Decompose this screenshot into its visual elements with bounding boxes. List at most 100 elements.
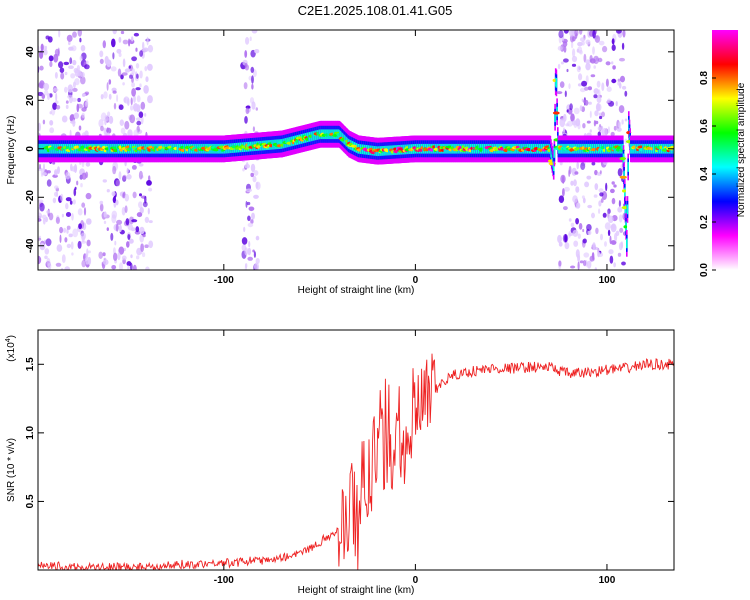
- noise-blob: [129, 114, 136, 124]
- noise-blob: [583, 252, 590, 258]
- noise-blob: [98, 251, 103, 259]
- noise-blob: [116, 48, 122, 54]
- y-tick-label: 0: [25, 146, 36, 152]
- noise-blob: [594, 183, 599, 191]
- noise-blob: [84, 64, 90, 70]
- noise-blob: [78, 223, 82, 230]
- noise-blob: [589, 110, 592, 118]
- noise-blob: [589, 129, 592, 133]
- noise-blob: [560, 61, 565, 65]
- noise-blob: [123, 96, 130, 104]
- noise-blob: [609, 255, 614, 264]
- noise-blob: [148, 187, 153, 192]
- noise-blob: [106, 227, 110, 232]
- noise-blob: [613, 125, 617, 131]
- noise-blob: [243, 82, 248, 90]
- noise-blob: [82, 93, 86, 97]
- noise-blob: [102, 252, 106, 257]
- noise-blob: [81, 202, 86, 208]
- ridge-peak: [619, 157, 626, 161]
- noise-blob: [79, 37, 82, 43]
- noise-blob: [65, 202, 69, 210]
- noise-blob: [126, 174, 132, 180]
- noise-blob: [612, 65, 616, 70]
- noise-blob: [605, 182, 608, 192]
- noise-blob: [604, 222, 611, 230]
- noise-blob: [112, 52, 115, 60]
- noise-blob: [568, 232, 574, 236]
- noise-blob: [80, 44, 86, 52]
- colorbar-tick-label: 0.2: [699, 215, 710, 229]
- colorbar-tick-label: 0.4: [699, 167, 710, 181]
- noise-blob: [66, 228, 69, 234]
- noise-blob: [103, 259, 109, 266]
- noise-blob: [55, 262, 62, 267]
- noise-blob: [43, 49, 48, 56]
- noise-blob: [615, 101, 618, 107]
- noise-blob: [586, 224, 592, 231]
- noise-blob: [49, 120, 54, 126]
- noise-blob: [119, 262, 123, 270]
- noise-blob: [593, 194, 598, 198]
- noise-blob: [134, 230, 141, 235]
- snr-x-axis-title: Height of straight line (km): [298, 585, 415, 596]
- noise-blob: [556, 91, 563, 95]
- noise-blob: [45, 216, 48, 223]
- noise-blob: [562, 41, 568, 47]
- noise-blob: [135, 63, 140, 69]
- noise-blob: [563, 58, 569, 63]
- noise-blob: [577, 123, 581, 130]
- noise-blob: [80, 71, 85, 78]
- noise-blob: [122, 39, 129, 45]
- noise-blob: [71, 252, 74, 256]
- noise-blob: [65, 212, 72, 217]
- noise-blob: [579, 37, 586, 42]
- noise-blob: [86, 239, 91, 247]
- noise-blob: [241, 237, 248, 245]
- noise-blob: [39, 243, 46, 251]
- noise-blob: [249, 97, 255, 104]
- noise-blob: [602, 212, 607, 218]
- noise-blob: [122, 58, 126, 68]
- noise-blob: [142, 201, 148, 208]
- noise-blob: [44, 45, 48, 51]
- noise-blob: [98, 119, 104, 128]
- noise-blob: [246, 162, 249, 166]
- noise-blob: [605, 61, 611, 66]
- noise-blob: [113, 102, 117, 110]
- noise-blob: [72, 228, 79, 238]
- noise-blob: [39, 164, 41, 170]
- noise-blob: [592, 30, 596, 39]
- noise-blob: [83, 207, 87, 216]
- noise-blob: [617, 78, 621, 83]
- noise-blob: [147, 63, 153, 71]
- noise-blob: [607, 229, 611, 236]
- noise-blob: [579, 30, 583, 35]
- noise-blob: [74, 78, 80, 86]
- y-tick-label: 1.0: [25, 425, 36, 439]
- noise-blob: [103, 220, 107, 224]
- noise-blob: [102, 40, 107, 49]
- noise-blob: [613, 184, 617, 188]
- noise-blob: [77, 240, 82, 249]
- noise-blob: [120, 127, 126, 134]
- noise-blob: [144, 195, 147, 204]
- noise-blob: [71, 213, 74, 221]
- x-tick-label: 0: [413, 275, 419, 286]
- noise-blob: [41, 172, 47, 176]
- noise-blob: [41, 94, 46, 99]
- noise-blob: [108, 79, 112, 85]
- noise-blob: [621, 119, 624, 125]
- noise-blob: [598, 112, 602, 117]
- noise-blob: [570, 222, 575, 228]
- noise-blob: [609, 235, 612, 245]
- noise-blob: [52, 197, 57, 204]
- noise-blob: [118, 171, 122, 180]
- page-title: C2E1.2025.108.01.41.G05: [297, 3, 453, 18]
- noise-blob: [103, 91, 108, 99]
- noise-blob: [119, 119, 125, 126]
- noise-blob: [579, 260, 584, 264]
- noise-blob: [70, 241, 74, 250]
- noise-blob: [145, 76, 149, 83]
- noise-blob: [142, 47, 149, 53]
